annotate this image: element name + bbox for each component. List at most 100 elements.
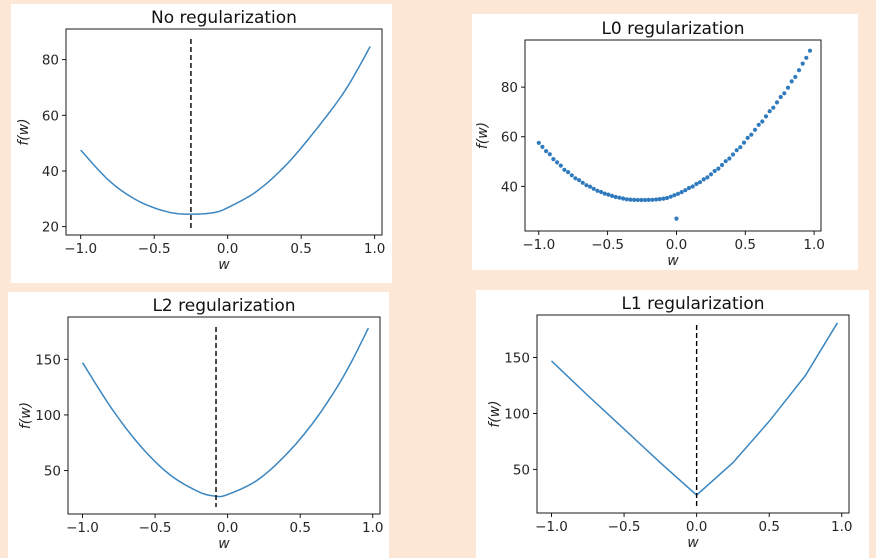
y-axis-label: f(w) — [475, 122, 491, 149]
chart-panel-l1-regularization: L1 regularization −1.0 −0.5 0.0 0.5 1.0 50 100 1… — [476, 290, 869, 558]
data-point — [566, 170, 571, 175]
data-point — [632, 197, 637, 202]
x-tick-label: 0.5 — [735, 237, 756, 253]
chart-panel-no-regularization: No regularization −1.0 −0.5 0.0 0.5 1.0 20 40 60… — [11, 4, 392, 283]
plot-frame — [65, 28, 383, 236]
data-point — [635, 197, 640, 203]
y-tick-label: 80 — [42, 53, 59, 69]
data-point — [741, 140, 747, 145]
y-tick-label: 100 — [35, 408, 61, 424]
y-tick-label: 60 — [501, 130, 518, 146]
y-tick-label: 50 — [44, 464, 61, 480]
data-point — [804, 55, 809, 60]
chart-title: L1 regularization — [621, 294, 764, 314]
chart-title: L0 regularization — [601, 19, 744, 39]
x-tick-label: −1.0 — [522, 237, 555, 253]
data-point — [588, 184, 593, 189]
chart-title: L2 regularization — [152, 296, 295, 316]
data-point — [573, 176, 578, 181]
data-point — [650, 197, 655, 202]
series-line — [550, 322, 839, 497]
x-tick-label: −0.5 — [591, 237, 624, 253]
data-point — [654, 197, 659, 202]
plot-frame — [524, 39, 822, 232]
data-point — [580, 180, 585, 185]
data-point — [643, 197, 648, 203]
data-point — [727, 156, 732, 161]
data-point — [752, 127, 758, 132]
series-line — [80, 46, 371, 215]
data-point — [785, 85, 791, 90]
data-point — [584, 183, 589, 188]
data-point — [624, 197, 629, 202]
data-point — [621, 196, 626, 201]
x-tick-label: 0.0 — [686, 519, 707, 535]
x-axis-label: w — [667, 253, 679, 269]
data-point — [705, 175, 710, 180]
data-point — [599, 189, 604, 195]
data-point — [712, 168, 717, 174]
chart-no-regularization: No regularization −1.0 −0.5 0.0 0.5 1.0 20 40 60… — [16, 8, 385, 273]
x-axis-label: w — [687, 535, 699, 551]
data-point — [628, 197, 633, 202]
data-point — [679, 190, 684, 195]
data-point — [646, 197, 651, 202]
data-point — [672, 193, 677, 198]
data-point — [569, 173, 574, 178]
data-point — [719, 162, 725, 168]
data-point — [796, 68, 802, 73]
data-point — [606, 192, 611, 197]
data-point — [694, 181, 699, 187]
data-point — [716, 166, 721, 171]
x-tick-label: 1.0 — [364, 241, 385, 257]
outlier-point — [674, 216, 679, 221]
data-point — [774, 100, 780, 105]
data-point — [756, 122, 761, 127]
data-point — [617, 195, 622, 200]
data-point — [697, 180, 703, 185]
data-point — [738, 145, 743, 150]
data-point — [664, 195, 670, 201]
data-point — [771, 105, 776, 110]
x-tick-label: 0.5 — [758, 519, 779, 535]
data-point — [749, 132, 754, 137]
data-point — [730, 152, 736, 157]
data-point — [763, 114, 769, 119]
x-tick-label: 0.5 — [289, 520, 310, 536]
data-point — [639, 197, 644, 203]
data-point — [668, 194, 673, 199]
y-axis-label: f(w) — [16, 118, 32, 145]
data-point — [686, 185, 692, 191]
y-tick-label: 100 — [504, 406, 530, 422]
data-point — [723, 159, 728, 164]
y-tick-label: 60 — [42, 108, 59, 124]
data-point — [657, 197, 662, 202]
y-tick-label: 50 — [513, 462, 530, 478]
x-tick-label: 0.0 — [217, 241, 238, 257]
y-tick-label: 40 — [501, 179, 518, 195]
y-tick-label: 150 — [35, 352, 61, 368]
x-tick-label: 0.5 — [290, 241, 311, 257]
chart-l1-regularization: L1 regularization −1.0 −0.5 0.0 0.5 1.0 50 100 1… — [487, 294, 852, 551]
data-point — [690, 184, 695, 189]
x-tick-label: 0.0 — [666, 237, 687, 253]
series-line — [81, 327, 370, 498]
data-point — [734, 148, 739, 153]
data-point — [551, 157, 556, 162]
data-point — [536, 140, 541, 145]
chart-panel-l0-regularization: L0 regularization −1.0 −0.5 0.0 0.5 1.0 40 60 80… — [472, 14, 858, 270]
data-point — [595, 188, 600, 193]
x-tick-label: 1.0 — [803, 237, 824, 253]
x-tick-label: 0.0 — [217, 520, 238, 536]
x-tick-label: −0.5 — [608, 519, 641, 535]
data-point — [789, 79, 794, 84]
x-axis-label: w — [218, 536, 230, 552]
chart-l2-regularization: L2 regularization −1.0 −0.5 0.0 0.5 1.0 50 100 1… — [18, 296, 383, 552]
x-axis-label: w — [218, 257, 230, 273]
x-tick-label: 1.0 — [362, 520, 383, 536]
data-point — [544, 149, 549, 154]
y-tick-label: 20 — [42, 220, 59, 236]
data-point — [793, 74, 798, 80]
chart-title: No regularization — [151, 8, 297, 28]
data-point — [782, 91, 787, 96]
